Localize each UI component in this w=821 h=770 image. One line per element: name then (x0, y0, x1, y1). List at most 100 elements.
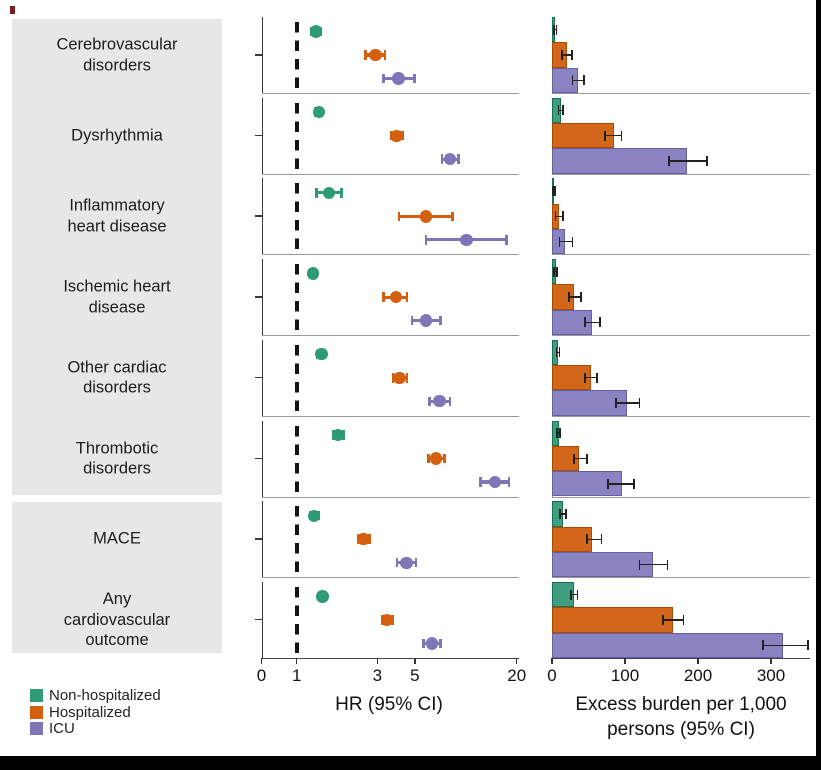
outcome-label: Thrombotic disorders (75, 438, 159, 478)
hr-point-marker (393, 371, 406, 384)
burden-ci-whisker (639, 563, 668, 566)
burden-ci-whisker (608, 483, 634, 485)
burden-ci-whisker (570, 593, 578, 596)
hr-panel-y-tick (254, 376, 262, 379)
outcome-label: Inflammatory heart disease (67, 196, 167, 236)
hr-point-marker (460, 233, 473, 247)
burden-ci-cap (576, 589, 579, 600)
hr-ci-cap (439, 638, 442, 649)
hr-point-marker (400, 556, 413, 569)
burden-ci-cap (584, 317, 586, 328)
hr-ci-cap (340, 188, 343, 198)
hr-panel-y-axis (261, 259, 264, 336)
burden-ci-cap (604, 130, 607, 141)
hr-reference-dashed-line (294, 102, 299, 169)
burden-ci-cap (561, 50, 563, 60)
hr-ci-cap (405, 292, 409, 302)
burden-ci-whisker (554, 271, 558, 273)
burden-axis-tick-label: 300 (756, 665, 786, 685)
outcome-label: Dysrhythmia (71, 126, 163, 145)
burden-ci-whisker (584, 321, 601, 324)
hr-panel-y-tick (254, 134, 262, 137)
hr-panel-baseline (261, 415, 519, 417)
burden-ci-cap (562, 211, 564, 222)
burden-axis-tick (697, 657, 699, 664)
burden-axis-tick-label: 200 (683, 665, 713, 685)
burden-ci-cap (559, 428, 561, 439)
burden-ci-cap (559, 508, 561, 519)
hr-point-marker (443, 153, 457, 166)
outcome-label: Ischemic heart disease (63, 277, 171, 317)
hr-point-marker (308, 509, 321, 522)
hr-axis-tick-label: 20 (507, 665, 527, 685)
burden-ci-cap (562, 105, 564, 116)
frame-right-edge (816, 0, 821, 770)
burden-ci-cap (556, 266, 558, 277)
outcome-label: Any cardiovascular outcome (63, 589, 171, 650)
hr-panel-y-axis (261, 581, 264, 658)
burden-ci-cap (584, 372, 586, 383)
burden-ci-cap (586, 453, 588, 464)
burden-ci-whisker (616, 402, 640, 404)
burden-panel-baseline (551, 577, 810, 579)
hr-point-marker (369, 48, 382, 62)
hr-axis-title: HR (95% CI) (335, 694, 443, 715)
hr-point-marker (309, 25, 323, 38)
outcome-label: Other cardiac disorders (67, 358, 167, 397)
hr-ci-cap (395, 557, 399, 568)
hospitalized-swatch-icon (30, 706, 43, 719)
burden-ci-whisker (558, 109, 563, 112)
hr-point-marker (429, 452, 443, 465)
burden-ci-whisker (555, 215, 563, 218)
burden-ci-whisker (568, 296, 582, 298)
burden-ci-whisker (668, 160, 707, 162)
burden-bar (552, 123, 615, 149)
hr-reference-dashed-line (294, 586, 299, 653)
burden-ci-cap (638, 559, 641, 570)
burden-ci-whisker (662, 619, 684, 621)
burden-ci-cap (571, 75, 574, 86)
hr-panel-y-tick (254, 54, 262, 56)
burden-ci-whisker (587, 538, 602, 540)
burden-ci-cap (682, 614, 685, 625)
burden-ci-whisker (557, 432, 561, 434)
hr-panel-y-axis (261, 420, 264, 497)
icu-swatch-icon (30, 722, 43, 735)
hr-panel-baseline (261, 577, 519, 579)
legend-label: Non-hospitalized (49, 687, 161, 704)
burden-ci-cap (762, 640, 764, 651)
burden-ci-cap (554, 186, 556, 197)
burden-axis-tick (770, 657, 772, 664)
burden-axis-tick (624, 657, 626, 664)
hr-ci-cap (443, 453, 446, 464)
burden-ci-cap (558, 347, 561, 358)
hr-ci-cap (427, 453, 430, 464)
burden-bar (552, 526, 593, 552)
hr-point-marker (322, 186, 336, 200)
hr-point-marker (488, 475, 502, 489)
hr-ci-cap (457, 154, 460, 164)
burden-ci-whisker (552, 190, 555, 192)
hr-reference-dashed-line (294, 425, 299, 492)
hr-panel-y-tick (254, 215, 262, 217)
burden-ci-cap (620, 130, 623, 141)
hr-axis-tick-label: 5 (410, 665, 420, 685)
burden-ci-whisker (584, 377, 598, 379)
burden-ci-cap (570, 589, 572, 600)
hr-axis-tick (515, 657, 518, 664)
hr-axis-tick (414, 657, 416, 664)
outcome-group-box-top (12, 19, 222, 495)
hr-axis-tick (376, 657, 379, 664)
hr-ci-cap (505, 235, 508, 245)
burden-panel-baseline (551, 93, 810, 95)
burden-bar (552, 607, 674, 633)
hr-ci-cap (451, 211, 454, 222)
burden-axis-title-line1: Excess burden per 1,000 (575, 694, 787, 715)
non-hospitalized-swatch-icon (30, 689, 43, 702)
hr-panel-y-tick (254, 457, 262, 460)
burden-ci-cap (807, 640, 810, 651)
hr-ci-cap (428, 396, 432, 407)
burden-ci-whisker (559, 241, 573, 243)
hr-point-marker (425, 637, 439, 650)
